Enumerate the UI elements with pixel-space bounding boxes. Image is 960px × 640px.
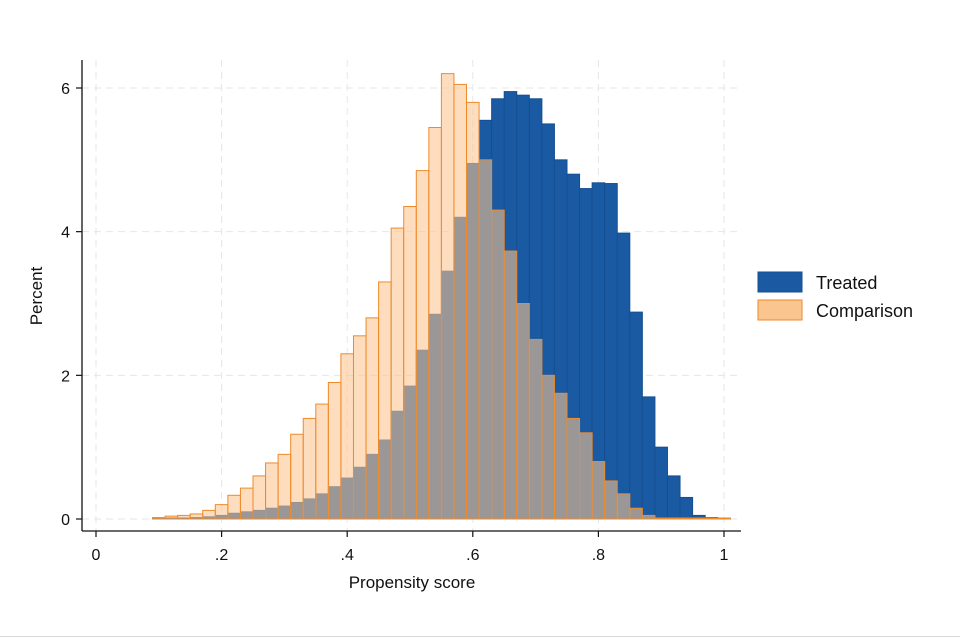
comparison-bar <box>327 382 342 520</box>
comparison-bar <box>177 514 191 520</box>
axes: 0 2 4 6 0 .2 .4 .6 .8 1 <box>61 60 741 564</box>
x-tick-label: .2 <box>215 547 228 564</box>
treated-bar <box>654 446 668 520</box>
comparison-bar <box>252 475 267 520</box>
comparison-bar <box>717 517 731 520</box>
comparison-bar <box>403 206 417 520</box>
comparison-bar <box>541 374 555 520</box>
comparison-bar <box>440 73 455 520</box>
comparison-bar <box>579 432 593 520</box>
treated-bar <box>616 232 631 520</box>
x-tick-label: .8 <box>592 547 605 564</box>
comparison-bar <box>453 83 468 520</box>
treated-bar <box>641 396 656 520</box>
x-axis-title: Propensity score <box>349 573 476 592</box>
comparison-bar <box>227 494 241 520</box>
y-tick-label: 0 <box>61 512 70 529</box>
comparison-bar <box>378 281 392 520</box>
legend-label-comparison: Comparison <box>816 301 913 321</box>
legend-label-treated: Treated <box>816 273 877 293</box>
x-tick-label: 1 <box>720 547 729 564</box>
treated-bar <box>666 475 681 520</box>
comparison-bar <box>315 403 329 520</box>
comparison-bar <box>202 509 216 520</box>
legend-swatch-comparison <box>757 299 803 321</box>
comparison-bar <box>503 250 518 520</box>
x-tick-label: 0 <box>92 547 101 564</box>
comparison-bar <box>516 303 530 520</box>
x-tick-label: .6 <box>466 547 479 564</box>
y-tick-label: 6 <box>61 81 70 98</box>
treated-bar <box>604 183 618 520</box>
comparison-bar <box>591 461 606 520</box>
comparison-bar <box>466 101 480 520</box>
comparison-bar <box>666 517 681 520</box>
comparison-bar <box>214 504 229 520</box>
comparison-bar <box>491 209 505 520</box>
comparison-bar <box>365 317 380 520</box>
comparison-bar <box>352 335 367 520</box>
comparison-bar <box>528 338 543 520</box>
comparison-bars <box>152 73 731 520</box>
y-axis-title: Percent <box>27 266 46 325</box>
comparison-bar <box>302 417 317 520</box>
comparison-bar <box>164 515 179 520</box>
legend: Treated Comparison <box>757 271 913 321</box>
comparison-bar <box>152 517 166 520</box>
bottom-divider <box>0 636 960 637</box>
legend-swatch-treated <box>757 271 803 293</box>
comparison-bar <box>629 507 643 520</box>
comparison-bar <box>679 517 694 520</box>
x-tick-label: .4 <box>341 547 354 564</box>
treated-bar <box>629 311 643 520</box>
comparison-bar <box>277 453 292 520</box>
comparison-bar <box>415 170 430 520</box>
comparison-bar <box>189 513 204 520</box>
comparison-bar <box>390 227 405 520</box>
y-tick-label: 4 <box>61 225 70 242</box>
comparison-bar <box>290 433 304 520</box>
comparison-bar <box>604 480 618 520</box>
comparison-bar <box>566 417 581 520</box>
comparison-bar <box>478 159 493 520</box>
comparison-bar <box>641 514 656 520</box>
comparison-bar <box>654 517 668 520</box>
comparison-bar <box>616 493 631 520</box>
y-tick-label: 2 <box>61 368 70 385</box>
comparison-bar <box>340 353 354 520</box>
comparison-bar <box>553 392 568 520</box>
comparison-bar <box>704 517 719 520</box>
treated-bar <box>679 496 694 520</box>
comparison-bar <box>692 517 706 520</box>
comparison-bar <box>428 127 442 520</box>
comparison-bar <box>265 462 279 520</box>
comparison-bar <box>239 487 254 520</box>
